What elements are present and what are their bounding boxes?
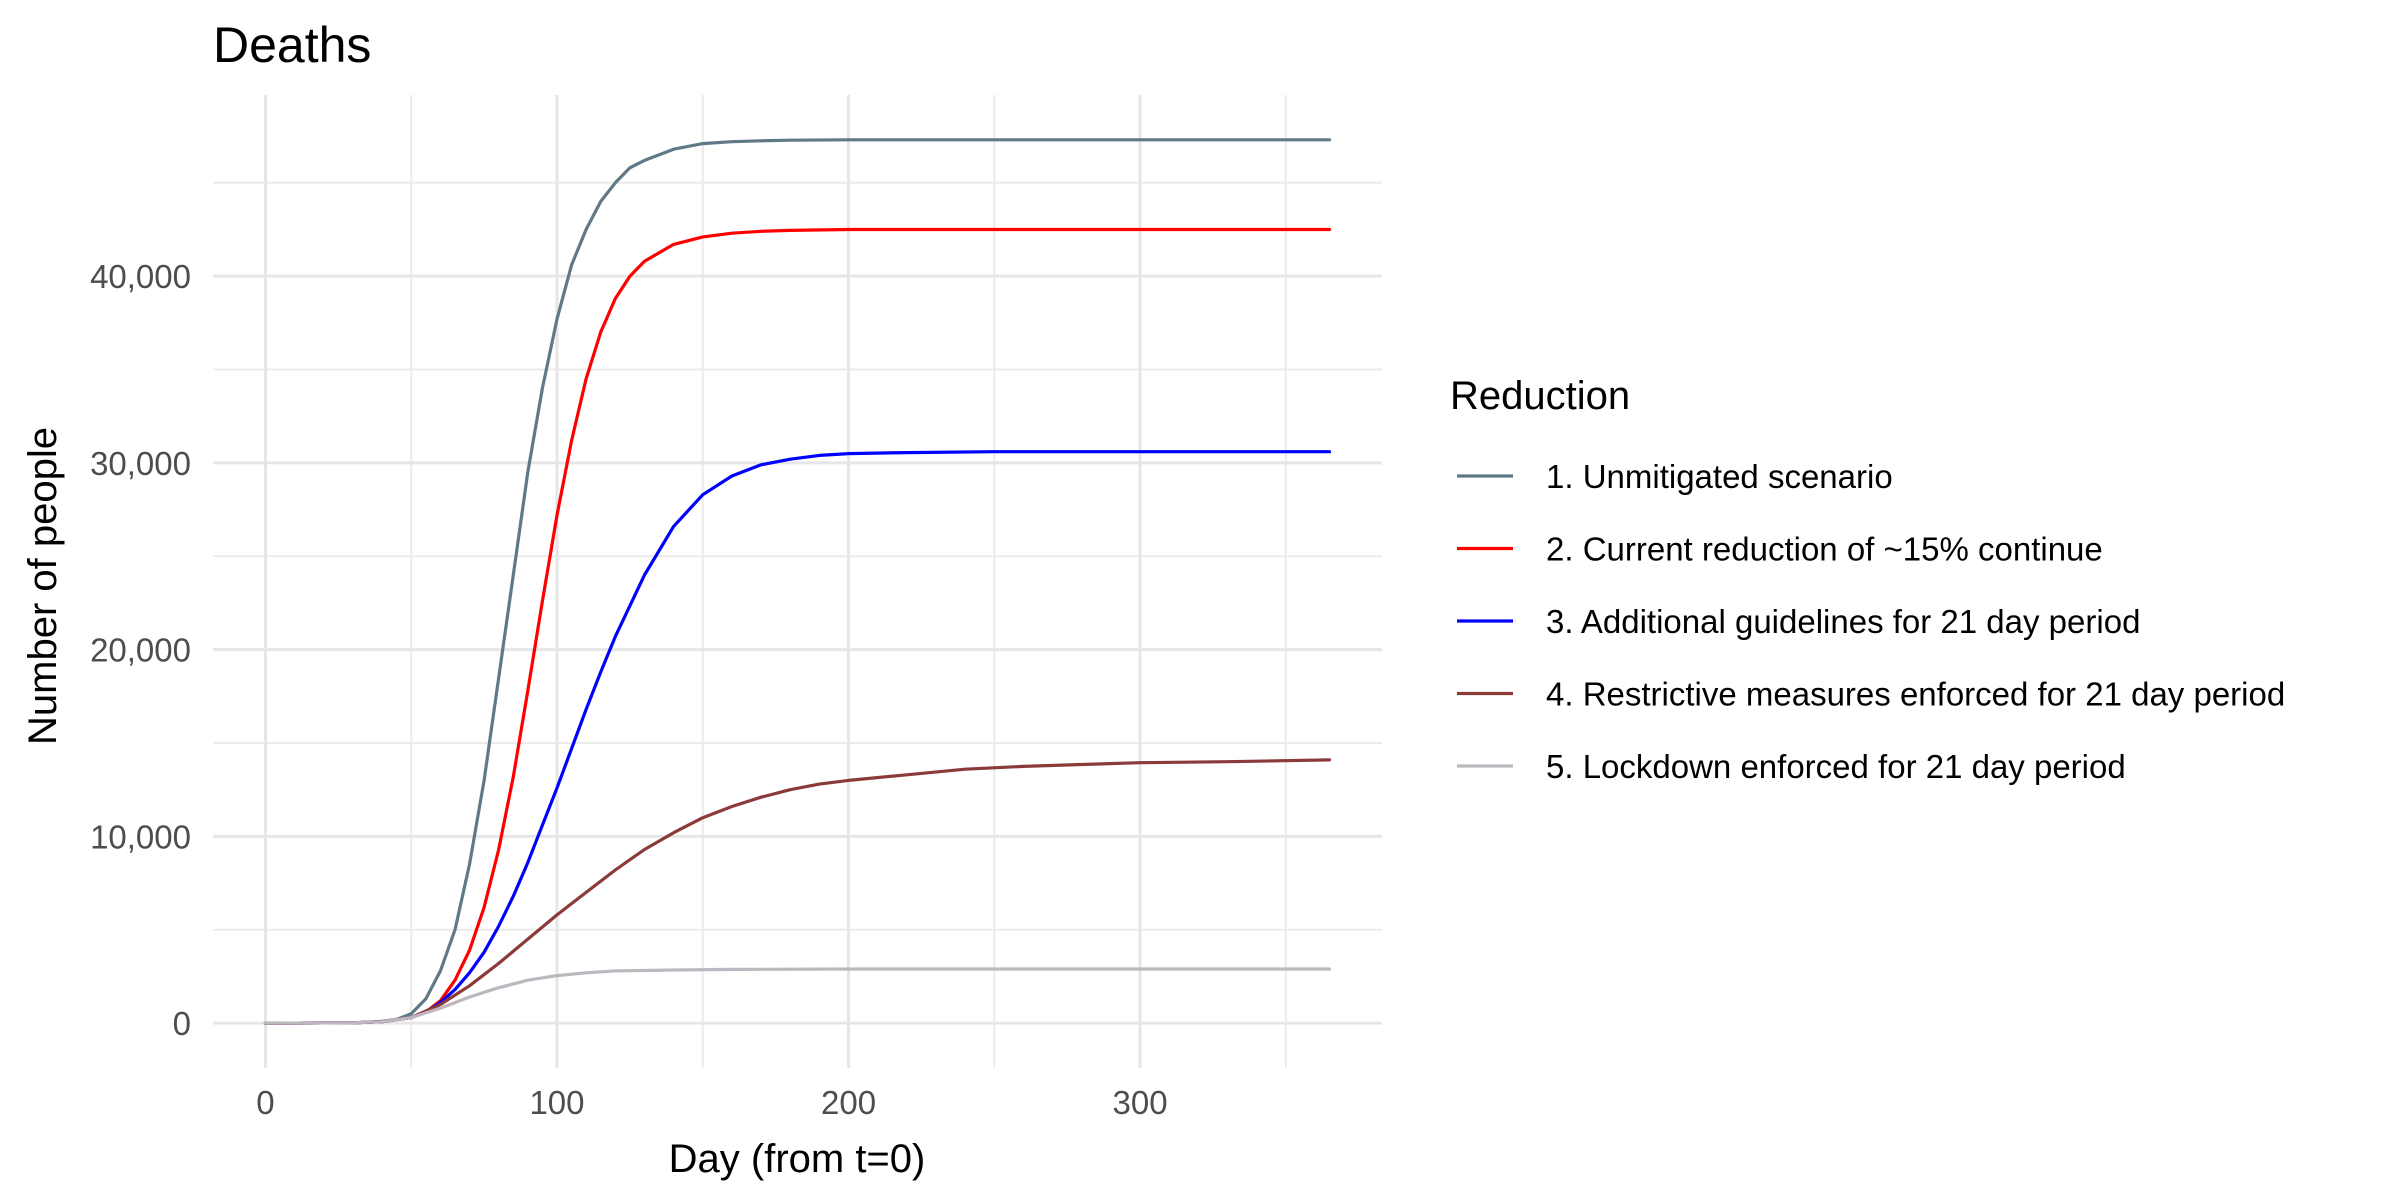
legend: Reduction 1. Unmitigated scenario 2. Curr… — [1450, 374, 2285, 785]
series-line-1 — [263, 138, 1332, 1025]
x-tick-label: 100 — [529, 1084, 584, 1121]
x-tick-label: 300 — [1113, 1084, 1168, 1121]
y-tick-label: 30,000 — [90, 445, 191, 482]
legend-label-2: 2. Current reduction of ~15% continue — [1546, 531, 2103, 568]
series-lines — [263, 138, 1332, 1025]
grid — [213, 95, 1382, 1068]
x-tick-label: 200 — [821, 1084, 876, 1121]
series-line-5 — [263, 967, 1332, 1025]
legend-label-1: 1. Unmitigated scenario — [1546, 458, 1893, 495]
legend-label-3: 3. Additional guidelines for 21 day peri… — [1546, 603, 2140, 640]
y-tick-label: 40,000 — [90, 258, 191, 295]
y-tick-label: 20,000 — [90, 632, 191, 669]
y-tick-label: 10,000 — [90, 818, 191, 855]
axis-ticks: 0 100 200 300 0 10,000 20,000 30,000 40,000 — [90, 258, 1168, 1121]
legend-label-5: 5. Lockdown enforced for 21 day period — [1546, 748, 2126, 785]
series-line-4 — [263, 758, 1332, 1025]
y-tick-label: 0 — [173, 1005, 191, 1042]
x-tick-label: 0 — [256, 1084, 274, 1121]
y-axis-title: Number of people — [21, 427, 65, 745]
legend-title: Reduction — [1450, 374, 1630, 418]
legend-items: 1. Unmitigated scenario 2. Current reduct… — [1457, 458, 2285, 785]
chart-title: Deaths — [213, 17, 371, 73]
x-axis-title: Day (from t=0) — [669, 1137, 926, 1181]
legend-label-4: 4. Restrictive measures enforced for 21 … — [1546, 676, 2285, 713]
